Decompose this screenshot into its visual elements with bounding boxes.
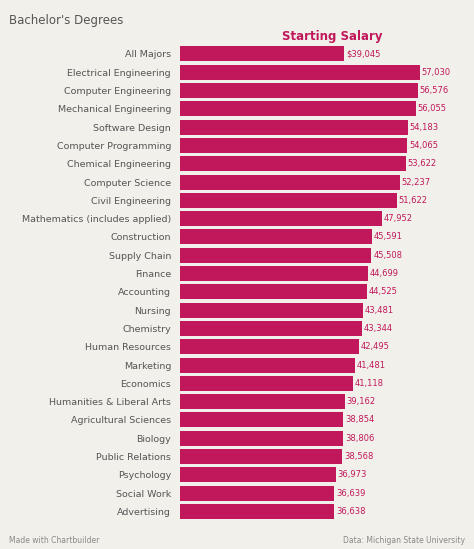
Bar (180, 467, 336, 483)
Text: 36,973: 36,973 (337, 470, 367, 479)
Text: 44,525: 44,525 (369, 287, 398, 296)
Text: Starting Salary: Starting Salary (282, 30, 382, 43)
Text: 38,568: 38,568 (344, 452, 374, 461)
Bar (180, 302, 363, 318)
Text: 44,699: 44,699 (370, 269, 399, 278)
Bar (180, 175, 400, 189)
Bar (180, 431, 343, 446)
Text: 36,639: 36,639 (336, 489, 365, 498)
Text: 47,952: 47,952 (383, 214, 412, 223)
Bar (180, 65, 420, 80)
Bar (180, 321, 363, 336)
Text: 38,806: 38,806 (345, 434, 374, 443)
Text: 45,508: 45,508 (373, 251, 402, 260)
Text: 53,622: 53,622 (407, 159, 437, 169)
Text: 43,481: 43,481 (365, 306, 394, 315)
Text: 41,118: 41,118 (355, 379, 383, 388)
Bar (180, 284, 367, 299)
Text: Bachelor's Degrees: Bachelor's Degrees (9, 14, 124, 27)
Text: 36,638: 36,638 (336, 507, 365, 516)
Bar (180, 102, 416, 116)
Bar (180, 486, 334, 501)
Text: 56,055: 56,055 (418, 104, 447, 114)
Bar (180, 248, 372, 263)
Bar (180, 211, 382, 226)
Text: 52,237: 52,237 (401, 177, 430, 187)
Text: Made with Chartbuilder: Made with Chartbuilder (9, 536, 100, 545)
Text: 41,481: 41,481 (356, 361, 385, 369)
Text: 43,344: 43,344 (364, 324, 393, 333)
Bar (180, 357, 355, 373)
Bar (180, 138, 408, 153)
Text: Data: Michigan State University: Data: Michigan State University (343, 536, 465, 545)
Bar (180, 229, 372, 244)
Bar (180, 266, 368, 281)
Bar (180, 376, 353, 391)
Bar (180, 156, 406, 171)
Text: 39,162: 39,162 (346, 397, 375, 406)
Text: 54,183: 54,183 (410, 122, 439, 132)
Text: 54,065: 54,065 (409, 141, 438, 150)
Bar (180, 412, 344, 428)
Bar (180, 339, 359, 354)
Bar (180, 193, 397, 208)
Text: 45,591: 45,591 (374, 232, 402, 242)
Text: 56,576: 56,576 (419, 86, 449, 95)
Bar (180, 47, 344, 61)
Bar (180, 120, 408, 135)
Text: $39,045: $39,045 (346, 49, 380, 59)
Text: 57,030: 57,030 (421, 68, 451, 77)
Bar (180, 394, 345, 409)
Bar (180, 504, 334, 519)
Text: 42,495: 42,495 (361, 342, 389, 351)
Text: 51,622: 51,622 (399, 196, 428, 205)
Bar (180, 83, 418, 98)
Text: 38,854: 38,854 (345, 416, 374, 424)
Bar (180, 449, 342, 464)
